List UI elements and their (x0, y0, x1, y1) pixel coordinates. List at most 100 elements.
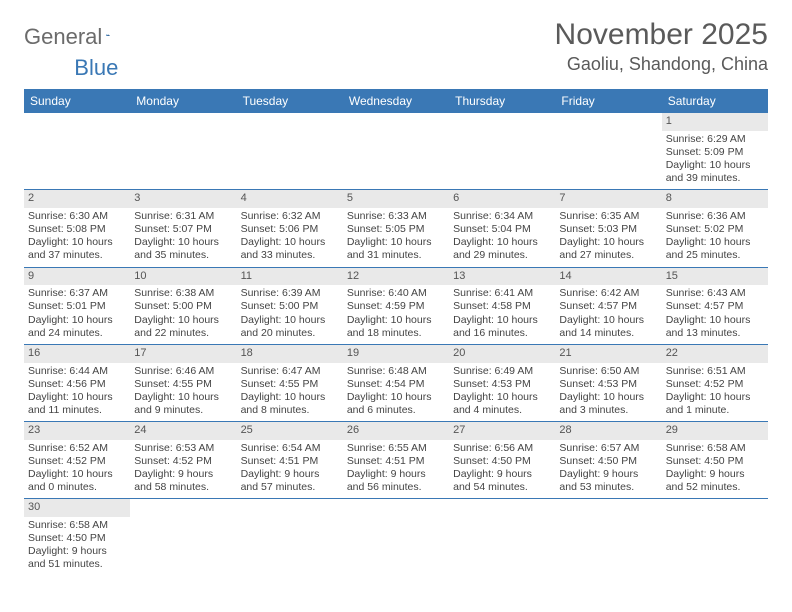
daylight-text: Daylight: 9 hours and 52 minutes. (666, 468, 764, 494)
sunset-text: Sunset: 5:00 PM (241, 300, 339, 313)
calendar-day-cell: 2Sunrise: 6:30 AMSunset: 5:08 PMDaylight… (24, 190, 130, 267)
day-number: 2 (24, 190, 130, 208)
calendar-day-cell: 15Sunrise: 6:43 AMSunset: 4:57 PMDayligh… (662, 267, 768, 344)
day-number: 27 (449, 422, 555, 440)
day-number: 25 (237, 422, 343, 440)
sunrise-text: Sunrise: 6:44 AM (28, 365, 126, 378)
daylight-text: Daylight: 10 hours and 11 minutes. (28, 391, 126, 417)
day-number: 16 (24, 345, 130, 363)
calendar-day-cell: 16Sunrise: 6:44 AMSunset: 4:56 PMDayligh… (24, 344, 130, 421)
daylight-text: Daylight: 10 hours and 16 minutes. (453, 314, 551, 340)
sunset-text: Sunset: 4:55 PM (241, 378, 339, 391)
sunrise-text: Sunrise: 6:29 AM (666, 133, 764, 146)
sunset-text: Sunset: 5:01 PM (28, 300, 126, 313)
day-details: Sunrise: 6:36 AMSunset: 5:02 PMDaylight:… (662, 208, 768, 267)
calendar-week-row: 2Sunrise: 6:30 AMSunset: 5:08 PMDaylight… (24, 190, 768, 267)
calendar-week-row: 30Sunrise: 6:58 AMSunset: 4:50 PMDayligh… (24, 499, 768, 576)
day-number: 11 (237, 268, 343, 286)
day-details: Sunrise: 6:43 AMSunset: 4:57 PMDaylight:… (662, 285, 768, 344)
weekday-header: Monday (130, 89, 236, 113)
sunset-text: Sunset: 4:56 PM (28, 378, 126, 391)
sunset-text: Sunset: 4:50 PM (559, 455, 657, 468)
day-number: 9 (24, 268, 130, 286)
sunrise-text: Sunrise: 6:52 AM (28, 442, 126, 455)
day-number: 5 (343, 190, 449, 208)
calendar-day-cell: 4Sunrise: 6:32 AMSunset: 5:06 PMDaylight… (237, 190, 343, 267)
title-block: November 2025 Gaoliu, Shandong, China (555, 18, 768, 75)
sunset-text: Sunset: 4:50 PM (453, 455, 551, 468)
calendar-day-cell: 5Sunrise: 6:33 AMSunset: 5:05 PMDaylight… (343, 190, 449, 267)
sunrise-text: Sunrise: 6:55 AM (347, 442, 445, 455)
sunrise-text: Sunrise: 6:31 AM (134, 210, 232, 223)
weekday-header: Sunday (24, 89, 130, 113)
day-details: Sunrise: 6:44 AMSunset: 4:56 PMDaylight:… (24, 363, 130, 422)
calendar-day-cell: 18Sunrise: 6:47 AMSunset: 4:55 PMDayligh… (237, 344, 343, 421)
sunrise-text: Sunrise: 6:36 AM (666, 210, 764, 223)
calendar-day-cell: 13Sunrise: 6:41 AMSunset: 4:58 PMDayligh… (449, 267, 555, 344)
daylight-text: Daylight: 10 hours and 14 minutes. (559, 314, 657, 340)
daylight-text: Daylight: 10 hours and 39 minutes. (666, 159, 764, 185)
day-number: 8 (662, 190, 768, 208)
daylight-text: Daylight: 10 hours and 0 minutes. (28, 468, 126, 494)
sunrise-text: Sunrise: 6:39 AM (241, 287, 339, 300)
sunrise-text: Sunrise: 6:50 AM (559, 365, 657, 378)
calendar-day-cell (130, 499, 236, 576)
sunset-text: Sunset: 4:52 PM (666, 378, 764, 391)
daylight-text: Daylight: 9 hours and 51 minutes. (28, 545, 126, 571)
calendar-day-cell (237, 499, 343, 576)
weekday-header: Friday (555, 89, 661, 113)
sunset-text: Sunset: 4:58 PM (453, 300, 551, 313)
sunset-text: Sunset: 4:51 PM (347, 455, 445, 468)
daylight-text: Daylight: 9 hours and 58 minutes. (134, 468, 232, 494)
calendar-day-cell: 10Sunrise: 6:38 AMSunset: 5:00 PMDayligh… (130, 267, 236, 344)
calendar-day-cell: 30Sunrise: 6:58 AMSunset: 4:50 PMDayligh… (24, 499, 130, 576)
calendar-day-cell (237, 113, 343, 190)
weekday-header: Tuesday (237, 89, 343, 113)
day-details: Sunrise: 6:46 AMSunset: 4:55 PMDaylight:… (130, 363, 236, 422)
sunrise-text: Sunrise: 6:32 AM (241, 210, 339, 223)
day-details: Sunrise: 6:39 AMSunset: 5:00 PMDaylight:… (237, 285, 343, 344)
day-number: 29 (662, 422, 768, 440)
day-details: Sunrise: 6:33 AMSunset: 5:05 PMDaylight:… (343, 208, 449, 267)
month-year: November 2025 (555, 18, 768, 52)
calendar-day-cell: 6Sunrise: 6:34 AMSunset: 5:04 PMDaylight… (449, 190, 555, 267)
daylight-text: Daylight: 10 hours and 9 minutes. (134, 391, 232, 417)
day-number: 26 (343, 422, 449, 440)
daylight-text: Daylight: 10 hours and 25 minutes. (666, 236, 764, 262)
calendar-day-cell: 20Sunrise: 6:49 AMSunset: 4:53 PMDayligh… (449, 344, 555, 421)
daylight-text: Daylight: 10 hours and 24 minutes. (28, 314, 126, 340)
calendar-day-cell: 21Sunrise: 6:50 AMSunset: 4:53 PMDayligh… (555, 344, 661, 421)
day-details: Sunrise: 6:37 AMSunset: 5:01 PMDaylight:… (24, 285, 130, 344)
day-number: 19 (343, 345, 449, 363)
calendar-day-cell: 26Sunrise: 6:55 AMSunset: 4:51 PMDayligh… (343, 422, 449, 499)
day-number: 7 (555, 190, 661, 208)
weekday-header: Wednesday (343, 89, 449, 113)
day-details: Sunrise: 6:56 AMSunset: 4:50 PMDaylight:… (449, 440, 555, 499)
calendar-day-cell (343, 113, 449, 190)
sunset-text: Sunset: 4:50 PM (666, 455, 764, 468)
daylight-text: Daylight: 10 hours and 4 minutes. (453, 391, 551, 417)
calendar-day-cell: 28Sunrise: 6:57 AMSunset: 4:50 PMDayligh… (555, 422, 661, 499)
sunset-text: Sunset: 4:54 PM (347, 378, 445, 391)
sunrise-text: Sunrise: 6:35 AM (559, 210, 657, 223)
calendar-table: Sunday Monday Tuesday Wednesday Thursday… (24, 89, 768, 576)
day-details: Sunrise: 6:32 AMSunset: 5:06 PMDaylight:… (237, 208, 343, 267)
calendar-day-cell: 17Sunrise: 6:46 AMSunset: 4:55 PMDayligh… (130, 344, 236, 421)
day-details: Sunrise: 6:58 AMSunset: 4:50 PMDaylight:… (662, 440, 768, 499)
calendar-day-cell: 24Sunrise: 6:53 AMSunset: 4:52 PMDayligh… (130, 422, 236, 499)
logo-flag-icon (106, 26, 110, 44)
day-number: 23 (24, 422, 130, 440)
calendar-day-cell: 11Sunrise: 6:39 AMSunset: 5:00 PMDayligh… (237, 267, 343, 344)
calendar-week-row: 1Sunrise: 6:29 AMSunset: 5:09 PMDaylight… (24, 113, 768, 190)
calendar-day-cell: 1Sunrise: 6:29 AMSunset: 5:09 PMDaylight… (662, 113, 768, 190)
day-details: Sunrise: 6:57 AMSunset: 4:50 PMDaylight:… (555, 440, 661, 499)
sunrise-text: Sunrise: 6:58 AM (666, 442, 764, 455)
day-details: Sunrise: 6:38 AMSunset: 5:00 PMDaylight:… (130, 285, 236, 344)
day-details: Sunrise: 6:47 AMSunset: 4:55 PMDaylight:… (237, 363, 343, 422)
day-details: Sunrise: 6:53 AMSunset: 4:52 PMDaylight:… (130, 440, 236, 499)
calendar-day-cell (449, 499, 555, 576)
calendar-day-cell (449, 113, 555, 190)
logo-text-1: General (24, 24, 102, 50)
sunrise-text: Sunrise: 6:34 AM (453, 210, 551, 223)
day-number: 10 (130, 268, 236, 286)
